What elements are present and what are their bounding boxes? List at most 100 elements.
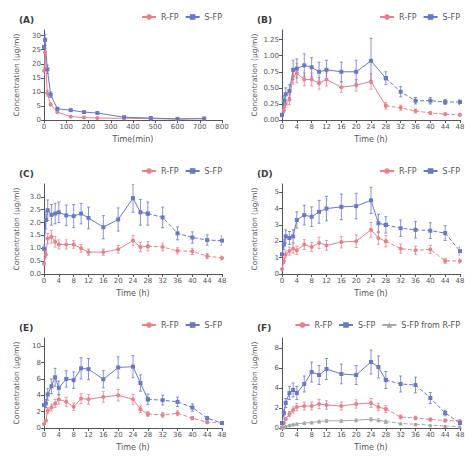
svg-text:30: 30 [32,32,41,40]
svg-text:24: 24 [129,431,138,439]
svg-text:8: 8 [275,344,279,352]
svg-text:Concentration (μg/ml): Concentration (μg/ml) [250,34,259,117]
svg-text:5: 5 [37,102,41,110]
svg-text:32: 32 [396,431,405,439]
svg-text:0.0: 0.0 [30,270,41,278]
svg-text:R-FP: R-FP [161,13,179,22]
svg-text:R-FP: R-FP [161,321,179,330]
svg-text:4: 4 [275,205,280,213]
svg-text:40: 40 [188,277,197,285]
svg-text:0: 0 [280,431,284,439]
svg-text:36: 36 [411,431,420,439]
svg-text:40: 40 [426,277,435,285]
svg-text:3: 3 [275,221,279,229]
svg-text:44: 44 [441,431,450,439]
svg-text:Time (h): Time (h) [353,135,387,144]
svg-text:500: 500 [149,123,162,131]
svg-text:S-FP: S-FP [205,13,223,22]
svg-text:48: 48 [218,277,227,285]
svg-text:Time (h): Time (h) [353,289,387,298]
svg-text:2: 2 [37,408,41,416]
svg-text:40: 40 [426,123,435,131]
svg-text:12: 12 [322,123,331,131]
svg-text:16: 16 [337,123,346,131]
svg-text:16: 16 [99,277,108,285]
svg-text:0: 0 [37,424,41,432]
svg-text:4: 4 [275,384,280,392]
svg-text:8: 8 [309,431,313,439]
svg-text:32: 32 [158,431,167,439]
svg-text:8: 8 [37,359,41,367]
svg-text:28: 28 [381,123,390,131]
svg-text:16: 16 [337,431,346,439]
svg-text:1.25: 1.25 [263,36,279,44]
svg-text:24: 24 [367,277,376,285]
svg-text:36: 36 [173,277,182,285]
svg-text:R-FP: R-FP [399,13,417,22]
svg-text:300: 300 [104,123,117,131]
svg-text:R-FP: R-FP [399,167,417,176]
svg-text:0: 0 [42,277,46,285]
svg-text:24: 24 [367,123,376,131]
svg-text:Time(min): Time(min) [112,135,154,144]
svg-text:S-FP from R-FP: S-FP from R-FP [401,321,460,330]
svg-text:(B): (B) [257,15,272,25]
svg-text:0.25: 0.25 [263,100,279,108]
svg-text:(E): (E) [19,323,33,333]
svg-text:0.00: 0.00 [263,116,279,124]
svg-text:(F): (F) [257,323,271,333]
svg-text:1.0: 1.0 [30,244,41,252]
svg-text:Concentration (μg/ml): Concentration (μg/ml) [12,188,21,271]
svg-text:S-FP: S-FP [205,167,223,176]
svg-text:200: 200 [82,123,95,131]
svg-text:Time (h): Time (h) [353,443,387,452]
svg-text:S-FP: S-FP [205,321,223,330]
svg-text:2.5: 2.5 [30,206,41,214]
svg-text:36: 36 [411,123,420,131]
svg-text:0: 0 [42,123,46,131]
svg-text:10: 10 [32,88,41,96]
svg-text:600: 600 [171,123,184,131]
svg-text:Time (h): Time (h) [115,443,149,452]
svg-text:28: 28 [381,431,390,439]
svg-text:0.50: 0.50 [263,84,279,92]
svg-text:(A): (A) [19,15,34,25]
svg-text:48: 48 [456,431,465,439]
svg-text:10: 10 [32,342,41,350]
svg-text:Concentration (μg/ml): Concentration (μg/ml) [12,34,21,117]
svg-text:32: 32 [158,277,167,285]
svg-text:0: 0 [280,123,284,131]
svg-text:100: 100 [60,123,73,131]
svg-text:R-FP: R-FP [161,167,179,176]
svg-text:700: 700 [193,123,206,131]
svg-text:3.0: 3.0 [30,193,41,201]
svg-text:0: 0 [37,116,41,124]
svg-text:12: 12 [322,277,331,285]
svg-text:44: 44 [203,277,212,285]
svg-text:0: 0 [42,431,46,439]
svg-text:44: 44 [441,277,450,285]
svg-text:24: 24 [129,277,138,285]
svg-text:15: 15 [32,74,41,82]
svg-text:12: 12 [322,431,331,439]
svg-text:4: 4 [295,277,300,285]
svg-text:12: 12 [84,277,93,285]
svg-text:40: 40 [426,431,435,439]
svg-text:20: 20 [32,60,41,68]
svg-text:20: 20 [352,123,361,131]
svg-text:6: 6 [275,364,280,372]
svg-text:20: 20 [114,277,123,285]
svg-text:28: 28 [381,277,390,285]
svg-text:(C): (C) [19,169,34,179]
svg-text:20: 20 [352,431,361,439]
svg-text:28: 28 [143,431,152,439]
svg-text:2: 2 [275,237,279,245]
svg-text:0.5: 0.5 [30,257,41,265]
svg-text:40: 40 [188,431,197,439]
svg-text:4: 4 [57,277,62,285]
svg-text:S-FP: S-FP [443,13,461,22]
svg-text:0: 0 [280,277,284,285]
svg-text:800: 800 [215,123,228,131]
svg-text:2: 2 [275,404,279,412]
svg-text:Concentration (μg/ml): Concentration (μg/ml) [250,342,259,425]
